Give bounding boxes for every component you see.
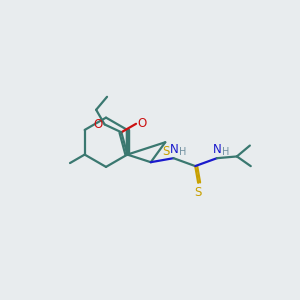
Text: N: N bbox=[213, 143, 222, 156]
Text: O: O bbox=[138, 117, 147, 130]
Text: H: H bbox=[222, 147, 230, 157]
Text: S: S bbox=[162, 145, 170, 158]
Text: S: S bbox=[194, 186, 202, 199]
Text: O: O bbox=[94, 118, 103, 131]
Text: N: N bbox=[170, 143, 179, 156]
Text: H: H bbox=[179, 147, 186, 157]
